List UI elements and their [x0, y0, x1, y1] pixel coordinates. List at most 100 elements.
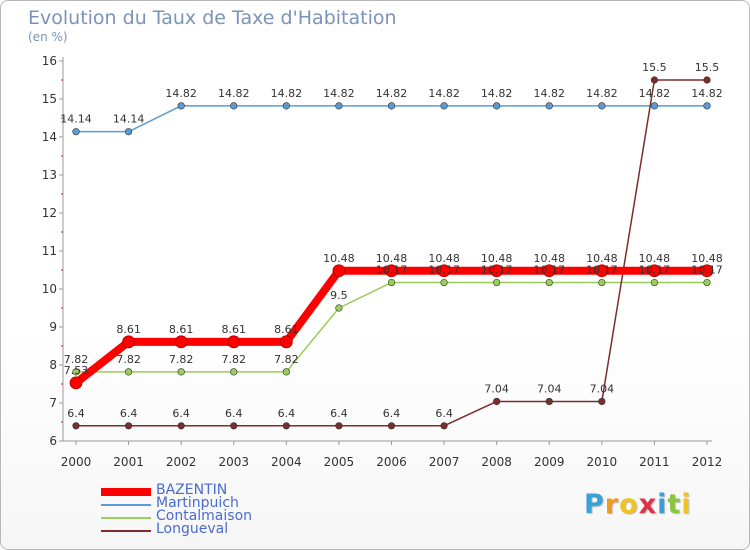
y-tick-label: 10 [42, 282, 57, 296]
y-tick-label: 9 [49, 320, 57, 334]
data-label-bazentin: 10.48 [481, 252, 513, 265]
data-label-contalmaison: 7.82 [169, 353, 194, 366]
data-label-contalmaison: 10.17 [376, 264, 408, 277]
data-point-bazentin [122, 335, 135, 349]
x-tick-label: 2003 [218, 455, 249, 469]
data-point-contalmaison [124, 368, 133, 376]
data-point-bazentin [490, 264, 504, 278]
data-point-contalmaison [650, 278, 659, 287]
data-point-contalmaison [387, 278, 396, 287]
data-point-longueval [124, 422, 133, 430]
x-tick-label: 2004 [271, 455, 302, 469]
data-point-bazentin [595, 264, 609, 278]
data-point-longueval [545, 397, 553, 406]
data-point-martinpuich [124, 128, 133, 136]
data-point-bazentin [648, 264, 661, 278]
data-point-longueval [598, 397, 606, 406]
data-label-contalmaison: 10.17 [428, 264, 460, 277]
data-point-contalmaison [230, 368, 238, 376]
data-point-martinpuich [493, 102, 501, 110]
data-point-contalmaison [703, 278, 711, 287]
data-point-contalmaison [177, 368, 185, 376]
proxiti-logo: Proxiti [584, 489, 692, 520]
data-point-martinpuich [230, 102, 238, 110]
data-label-bazentin: 10.48 [691, 252, 723, 265]
data-label-bazentin: 10.48 [534, 252, 566, 265]
logo-letter: x [638, 489, 658, 520]
data-point-martinpuich [598, 102, 606, 110]
data-point-longueval [650, 76, 659, 84]
data-point-longueval [387, 422, 396, 430]
y-tick-label: 8 [49, 358, 57, 372]
data-point-martinpuich [72, 128, 80, 136]
legend-swatch-contalmaison [101, 517, 151, 519]
data-label-longueval: 6.4 [120, 407, 138, 420]
legend-label-longueval: Longueval [156, 521, 229, 537]
data-label-longueval: 6.4 [225, 407, 243, 420]
series-line-martinpuich [75, 105, 708, 133]
y-tick-label: 14 [42, 130, 57, 144]
data-point-bazentin [174, 335, 188, 349]
data-label-martinpuich: 14.82 [428, 87, 460, 100]
data-label-bazentin: 10.48 [639, 252, 671, 265]
data-point-bazentin [69, 376, 83, 390]
data-label-contalmaison: 7.82 [274, 353, 299, 366]
data-point-longueval [282, 422, 290, 430]
data-label-longueval: 6.4 [330, 407, 348, 420]
data-label-longueval: 7.04 [537, 382, 562, 395]
data-point-longueval [230, 422, 238, 430]
y-tick-label: 11 [42, 244, 57, 258]
data-label-martinpuich: 14.82 [218, 87, 250, 100]
data-label-contalmaison: 9.5 [330, 289, 348, 302]
data-point-bazentin [385, 264, 398, 278]
data-label-longueval: 6.4 [172, 407, 190, 420]
data-label-bazentin: 7.53 [64, 364, 89, 377]
data-label-bazentin: 8.61 [274, 323, 299, 336]
data-label-longueval: 6.4 [67, 407, 85, 420]
legend-label-contalmaison: Contalmaison [156, 508, 253, 524]
legend-label-bazentin: BAZENTIN [156, 482, 228, 498]
data-label-longueval: 15.5 [642, 61, 667, 74]
data-label-contalmaison: 10.17 [691, 264, 723, 277]
x-tick-label: 2000 [61, 455, 92, 469]
y-tick-label: 6 [49, 434, 57, 448]
data-label-bazentin: 10.48 [323, 252, 355, 265]
x-tick-label: 2010 [587, 455, 618, 469]
data-label-martinpuich: 14.82 [534, 87, 566, 100]
data-point-bazentin [279, 335, 293, 349]
legend-label-martinpuich: Martinpuich [156, 495, 239, 511]
data-label-martinpuich: 14.82 [165, 87, 197, 100]
data-label-martinpuich: 14.82 [691, 87, 723, 100]
data-label-contalmaison: 10.17 [639, 264, 671, 277]
data-point-contalmaison [282, 368, 290, 376]
data-label-contalmaison: 7.82 [116, 353, 141, 366]
data-point-bazentin [227, 335, 241, 349]
logo-letter: t [667, 489, 682, 520]
data-point-martinpuich [335, 102, 343, 110]
data-label-bazentin: 10.48 [428, 252, 460, 265]
data-point-martinpuich [650, 102, 659, 110]
data-point-longueval [177, 422, 185, 430]
data-point-bazentin [542, 264, 556, 278]
x-tick-label: 2012 [692, 455, 723, 469]
data-label-longueval: 6.4 [435, 407, 453, 420]
data-label-longueval: 15.5 [695, 61, 720, 74]
data-point-contalmaison [72, 368, 80, 376]
data-label-martinpuich: 14.82 [586, 87, 618, 100]
y-tick-label: 13 [42, 168, 57, 182]
x-tick-label: 2005 [324, 455, 355, 469]
data-point-longueval [72, 422, 80, 430]
data-point-bazentin [700, 264, 714, 278]
data-label-bazentin: 8.61 [222, 323, 247, 336]
data-label-contalmaison: 10.17 [481, 264, 513, 277]
x-tick-label: 2001 [113, 455, 144, 469]
data-point-contalmaison [598, 278, 606, 287]
y-tick-label: 7 [49, 396, 57, 410]
data-label-martinpuich: 14.14 [60, 113, 92, 126]
x-tick-label: 2011 [639, 455, 670, 469]
data-label-contalmaison: 10.17 [534, 264, 566, 277]
legend-swatch-longueval [101, 530, 151, 532]
data-point-longueval [493, 397, 501, 406]
logo-letter: o [619, 489, 639, 520]
